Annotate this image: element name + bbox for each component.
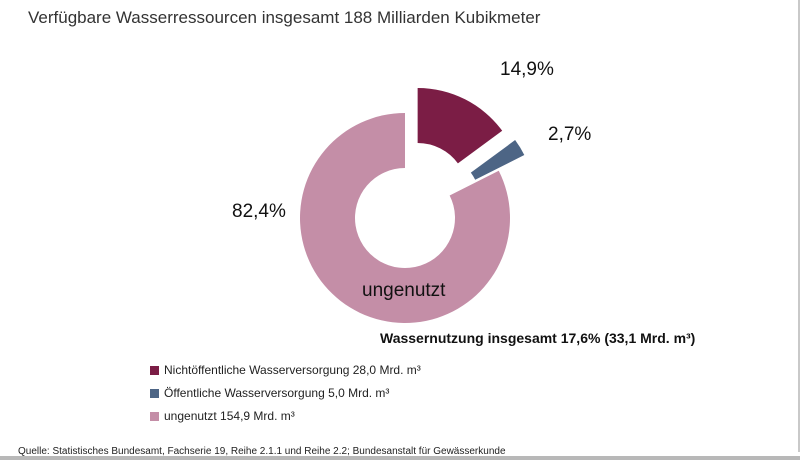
total-usage-note: Wassernutzung insgesamt 17,6% (33,1 Mrd.… [380,330,696,346]
legend-swatch [150,388,159,398]
slice-nichtoeffentliche [417,88,503,164]
slice-oeffentliche [470,140,525,180]
legend: Nichtöffentliche Wasserversorgung 28,0 M… [150,360,421,429]
legend-swatch [150,411,159,421]
legend-swatch [150,365,159,375]
source-note: Quelle: Statistisches Bundesamt, Fachser… [18,446,506,457]
legend-label: Öffentliche Wasserversorgung 5,0 Mrd. m³ [164,386,390,400]
bottom-rule [0,456,800,460]
legend-label: Nichtöffentliche Wasserversorgung 28,0 M… [164,363,421,377]
legend-label: ungenutzt 154,9 Mrd. m³ [164,409,295,423]
legend-item: Öffentliche Wasserversorgung 5,0 Mrd. m³ [150,383,421,403]
slice-ungenutzt [300,113,510,323]
slice-inner-label-ungenutzt: ungenutzt [362,280,446,301]
slice-label-ungenutzt: 82,4% [232,201,286,222]
legend-item: Nichtöffentliche Wasserversorgung 28,0 M… [150,360,421,380]
slice-label-oeffentliche: 2,7% [548,124,591,145]
legend-item: ungenutzt 154,9 Mrd. m³ [150,406,421,426]
chart-title: Verfügbare Wasserressourcen insgesamt 18… [28,8,541,27]
slice-label-nichtoeffentliche: 14,9% [500,59,554,80]
